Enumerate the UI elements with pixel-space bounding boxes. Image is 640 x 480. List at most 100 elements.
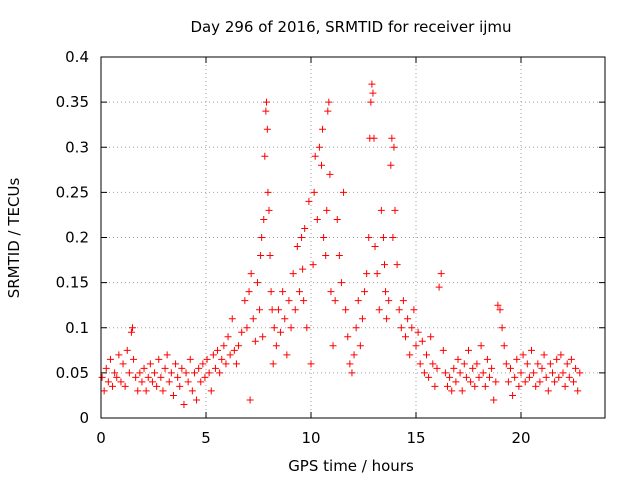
y-tick-label: 0.2 xyxy=(65,229,89,247)
data-point xyxy=(307,360,315,368)
data-point xyxy=(301,224,309,232)
data-point xyxy=(195,364,203,372)
data-point xyxy=(121,382,129,390)
data-point xyxy=(356,342,364,350)
data-point xyxy=(335,252,343,260)
data-point xyxy=(283,351,291,359)
data-point xyxy=(325,98,333,106)
data-point xyxy=(138,378,146,386)
data-point xyxy=(544,387,552,395)
data-point xyxy=(530,369,538,377)
data-point xyxy=(555,373,563,381)
data-point xyxy=(494,301,502,309)
data-point xyxy=(561,382,569,390)
x-tick-label: 15 xyxy=(406,429,425,447)
data-point xyxy=(488,364,496,372)
data-point xyxy=(570,378,577,386)
data-point xyxy=(504,378,512,386)
data-point xyxy=(245,288,253,296)
data-point xyxy=(287,324,295,332)
data-point xyxy=(536,378,544,386)
data-point xyxy=(146,360,154,368)
data-point xyxy=(523,360,531,368)
x-tick-label: 0 xyxy=(96,429,106,447)
data-point xyxy=(361,288,369,296)
data-point xyxy=(127,328,135,336)
data-point xyxy=(557,351,565,359)
y-tick-label: 0.15 xyxy=(56,274,89,292)
data-point xyxy=(281,315,289,323)
data-point xyxy=(456,369,464,377)
data-point xyxy=(437,270,445,278)
data-point xyxy=(420,369,428,377)
data-point xyxy=(117,378,125,386)
data-point xyxy=(270,324,278,332)
data-point xyxy=(157,373,165,381)
data-point xyxy=(153,382,161,390)
data-point xyxy=(134,387,142,395)
data-point xyxy=(567,355,575,363)
data-point xyxy=(266,252,274,260)
data-point xyxy=(178,364,186,372)
data-point xyxy=(576,369,584,377)
data-point xyxy=(546,360,554,368)
data-point xyxy=(190,369,198,377)
data-point xyxy=(387,161,395,169)
data-point xyxy=(490,396,498,404)
data-point xyxy=(465,346,472,354)
data-point xyxy=(450,364,458,372)
data-point xyxy=(176,382,184,390)
data-point xyxy=(502,360,510,368)
data-point xyxy=(161,364,169,372)
data-point xyxy=(423,351,430,359)
data-point xyxy=(144,373,152,381)
data-point xyxy=(565,373,573,381)
data-point xyxy=(209,351,217,359)
data-point xyxy=(216,369,224,377)
y-tick-label: 0.3 xyxy=(65,138,89,156)
data-point xyxy=(337,279,345,287)
data-point xyxy=(414,328,422,336)
data-point xyxy=(322,252,330,260)
data-point xyxy=(303,324,311,332)
data-point xyxy=(509,391,517,399)
data-point xyxy=(431,382,439,390)
data-point xyxy=(369,89,377,97)
data-point xyxy=(348,369,356,377)
data-point xyxy=(193,396,201,404)
data-point xyxy=(559,369,567,377)
data-point xyxy=(406,351,414,359)
data-point xyxy=(100,387,108,395)
data-point xyxy=(268,306,276,314)
y-tick-label: 0.25 xyxy=(56,183,89,201)
data-point xyxy=(344,333,352,341)
data-point xyxy=(104,378,112,386)
data-point xyxy=(418,337,426,345)
data-point xyxy=(574,387,582,395)
data-point xyxy=(481,382,489,390)
data-point xyxy=(269,360,277,368)
data-point xyxy=(265,206,273,214)
data-point xyxy=(458,387,466,395)
x-tick-label: 10 xyxy=(301,429,320,447)
y-axis-label: SRMTID / TECUs xyxy=(5,178,23,299)
data-point xyxy=(433,364,441,372)
data-point xyxy=(174,373,182,381)
axis-tick-labels: 0 5 10 15 20 0 0.05 0.1 0.15 0.2 0.25 0.3 0.35 0.4 xyxy=(56,48,531,447)
data-point xyxy=(538,364,546,372)
data-point xyxy=(130,355,138,363)
data-point xyxy=(515,382,523,390)
data-point xyxy=(528,346,535,354)
data-point xyxy=(441,369,449,377)
data-point xyxy=(224,333,232,341)
data-point xyxy=(329,342,337,350)
data-point xyxy=(475,373,483,381)
data-point xyxy=(180,400,188,408)
data-point xyxy=(98,373,106,381)
data-point xyxy=(279,288,287,296)
data-point xyxy=(257,252,265,260)
data-point xyxy=(246,396,254,404)
data-point xyxy=(492,378,500,386)
data-point xyxy=(379,234,387,241)
data-point xyxy=(446,373,454,381)
